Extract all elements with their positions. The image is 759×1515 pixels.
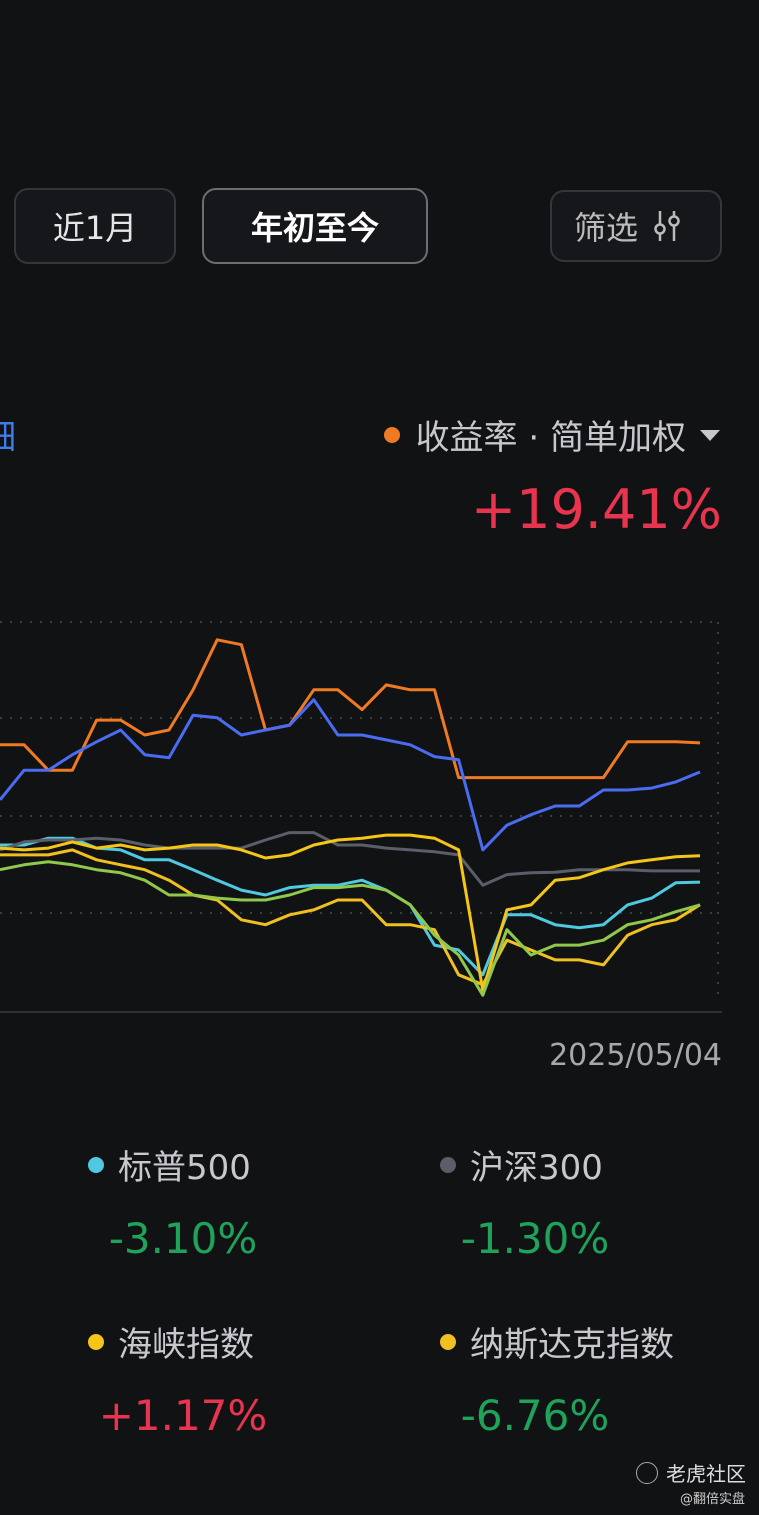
series-line [0,833,701,992]
legend-change: -1.30% [460,1214,610,1263]
legend-label: 标普500 [118,1148,251,1188]
tab-1m[interactable]: 近1月 [14,188,176,264]
legend-change: +1.17% [98,1391,268,1440]
legend-label: 沪深300 [470,1148,603,1188]
legend-change: -3.10% [108,1214,258,1263]
series-line [0,698,701,852]
filter-icon [654,211,680,241]
series-line [0,638,701,780]
watermark-text: 老虎社区 [666,1462,746,1486]
chart [0,621,722,1013]
legend-dot [383,426,400,443]
legend-label: 纳斯达克指数 [470,1325,674,1365]
series-line [0,848,701,987]
legend-label: 海峡指数 [118,1325,254,1365]
side-link[interactable]: 细 [0,410,16,459]
legend-dot [88,1156,104,1173]
legend-item[interactable]: 标普500 [88,1140,251,1189]
legend-change: -6.76% [460,1391,610,1440]
filter-button[interactable]: 筛选 [550,190,722,262]
filter-label: 筛选 [574,209,639,247]
watermark-brand: 老虎社区 [636,1458,746,1487]
series-label: 收益率 · 简单加权 [415,418,686,458]
grid [0,621,720,1000]
series-selector[interactable]: 收益率 · 简单加权 [383,410,722,459]
watermark-logo [636,1461,658,1484]
x-tick-label: 2025/05/04 [549,1038,722,1073]
series-line [0,831,700,887]
legend-item[interactable]: 海峡指数 [88,1317,254,1366]
watermark-user: @翻倍实盘 [680,1492,746,1507]
series-line [0,860,701,997]
legend-dot [440,1156,456,1173]
dropdown-arrow [700,429,720,441]
legend-dot [88,1333,104,1350]
legend-dot [440,1333,456,1350]
tab-ytd[interactable]: 年初至今 [202,188,428,264]
legend-item[interactable]: 纳斯达克指数 [440,1317,674,1366]
summary-value: +19.41% [470,478,722,541]
series-line [0,836,701,977]
legend-item[interactable]: 沪深300 [440,1140,603,1189]
